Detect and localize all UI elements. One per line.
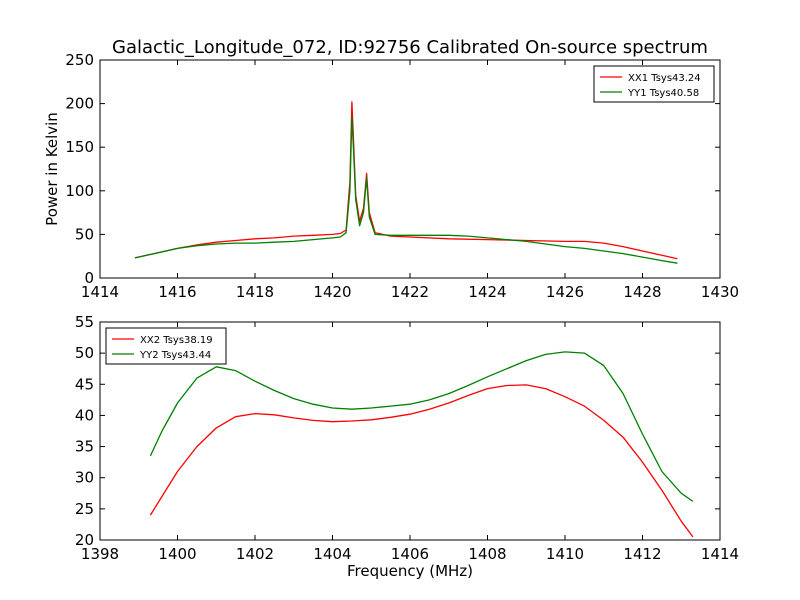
x-tick-label: 1412	[623, 545, 661, 563]
y-tick-label: 25	[75, 500, 94, 518]
x-tick-label: 1418	[236, 283, 274, 301]
x-tick-label: 1410	[546, 545, 584, 563]
x-tick-label: 1402	[236, 545, 274, 563]
y-tick-label: 40	[75, 406, 94, 424]
top-y-ticks: 0 50 100 150 200 250	[65, 51, 720, 287]
top-series-lines	[134, 101, 678, 264]
bottom-x-ticks: 1398 1400 1402 1404 1406 1408 1410 1412 1414	[81, 322, 739, 563]
bottom-legend: XX2 Tsys38.19 YY2 Tsys43.44	[105, 327, 227, 365]
series-line-1	[149, 351, 694, 502]
x-tick-label: 1426	[546, 283, 584, 301]
legend-label: YY1 Tsys40.58	[627, 88, 699, 99]
y-tick-label: 45	[75, 375, 94, 393]
y-tick-label: 20	[75, 531, 94, 549]
x-tick-label: 1398	[81, 545, 119, 563]
bottom-series-lines	[149, 351, 694, 538]
y-tick-label: 250	[65, 51, 94, 69]
series-line-0	[149, 384, 694, 538]
y-tick-label: 50	[75, 225, 94, 243]
y-tick-label: 30	[75, 469, 94, 487]
bottom-y-ticks: 20 25 30 35 40 45 50 55	[75, 313, 720, 549]
y-tick-label: 100	[65, 182, 94, 200]
y-tick-label: 200	[65, 95, 94, 113]
legend-box	[105, 327, 227, 365]
top-legend: XX1 Tsys43.24 YY1 Tsys40.58	[593, 65, 715, 103]
y-tick-label: 0	[84, 269, 94, 287]
x-tick-label: 1414	[81, 283, 119, 301]
x-tick-label: 1414	[701, 545, 739, 563]
bottom-x-axis-label: Frequency (MHz)	[347, 562, 473, 580]
top-panel: 1414 1416 1418 1420 1422 1424 1426 1428 1430 0 50…	[43, 51, 739, 301]
legend-label: XX2 Tsys38.19	[140, 335, 213, 346]
x-tick-label: 1406	[391, 545, 429, 563]
y-tick-label: 150	[65, 138, 94, 156]
y-tick-label: 55	[75, 313, 94, 331]
x-tick-label: 1404	[313, 545, 351, 563]
figure-title: Galactic_Longitude_072, ID:92756 Calibra…	[112, 37, 708, 58]
x-tick-label: 1416	[158, 283, 196, 301]
x-tick-label: 1430	[701, 283, 739, 301]
legend-label: XX1 Tsys43.24	[628, 73, 701, 84]
series-line-1	[134, 116, 678, 264]
x-tick-label: 1422	[391, 283, 429, 301]
x-tick-label: 1424	[468, 283, 506, 301]
y-tick-label: 50	[75, 344, 94, 362]
x-tick-label: 1400	[158, 545, 196, 563]
top-x-ticks: 1414 1416 1418 1420 1422 1424 1426 1428 1430	[81, 60, 739, 301]
x-tick-label: 1428	[623, 283, 661, 301]
x-tick-label: 1420	[313, 283, 351, 301]
x-tick-label: 1408	[468, 545, 506, 563]
y-tick-label: 35	[75, 438, 94, 456]
bottom-panel: 1398 1400 1402 1404 1406 1408 1410 1412 1414 202…	[75, 313, 739, 580]
legend-box	[593, 65, 715, 103]
top-y-axis-label: Power in Kelvin	[43, 112, 61, 226]
legend-label: YY2 Tsys43.44	[139, 350, 211, 361]
